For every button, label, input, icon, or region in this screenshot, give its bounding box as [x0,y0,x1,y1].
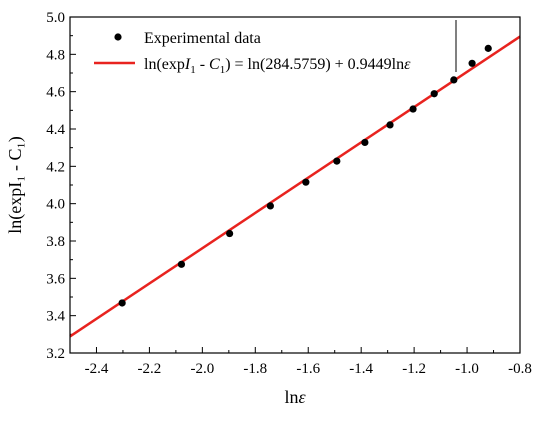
x-tick-label: -2.4 [85,361,109,377]
y-tick-label: 5.0 [46,10,65,26]
data-point [302,178,310,186]
legend-fit-label: ln(expI1 - C1) = ln(284.5759) + 0.9449ln… [144,56,411,76]
y-tick-label: 3.6 [46,271,65,287]
data-point [430,90,438,98]
tick-labels: -2.4 -2.2 -2.0 -1.8 -1.6 -1.4 -1.2 -1.0 -0.8 3.2 3… [46,10,532,377]
legend-fit-label-part: ε [404,56,411,73]
data-point [361,138,369,147]
legend-scatter-marker [114,33,122,41]
legend-fit-label-part: ln(exp [144,56,185,73]
x-tick-label: -1.8 [243,361,267,377]
plot-frame [69,16,521,354]
x-axis-label-part: ε [298,387,306,407]
y-tick-label: 4.6 [46,85,65,101]
y-tick-label: 4.8 [46,47,65,63]
legend-fit-label-part: ) = ln(284.5759) + 0.9449ln [225,56,404,73]
data-point [118,299,126,307]
x-tick-label: -1.6 [296,361,320,377]
data-point [226,229,234,238]
x-tick-label: -2.0 [190,361,214,377]
x-tick-label: -2.2 [138,361,162,377]
legend-fit-label-part: I [184,56,191,73]
legend-fit-label-subscript: 1 [190,64,196,76]
data-point [409,105,417,113]
y-tick-label: 3.4 [46,309,65,325]
data-point [333,157,341,165]
y-axis-label: ln(expI₁ - C₁) [5,136,26,234]
fit-line-layer [69,35,521,338]
fit-line [69,35,521,338]
legend-scatter-label: Experimental data [144,30,261,47]
x-axis-label: lnε [284,387,306,407]
data-points [118,44,492,307]
x-tick-label: -1.4 [349,361,373,377]
x-axis-label-part: ln [284,387,298,407]
x-tick-label: -1.2 [402,361,426,377]
y-tick-label: 3.2 [46,346,65,362]
data-point [386,121,394,129]
data-point [468,59,476,67]
legend: Experimental data ln(expI1 - C1) = ln(28… [94,20,457,76]
data-point [266,202,274,210]
data-point [484,44,492,52]
data-point [177,260,186,268]
y-tick-label: 3.8 [46,234,65,250]
legend-fit-label-part: C [209,56,220,73]
data-point [450,76,458,84]
x-tick-label: -1.0 [455,361,479,377]
y-tick-label: 4.0 [46,197,65,213]
y-tick-label: 4.2 [46,159,65,175]
legend-fit-label-part: - [196,56,209,73]
legend-fit-label-subscript: 1 [220,64,226,76]
x-tick-label: -0.8 [508,361,532,377]
y-tick-label: 4.4 [46,122,65,138]
